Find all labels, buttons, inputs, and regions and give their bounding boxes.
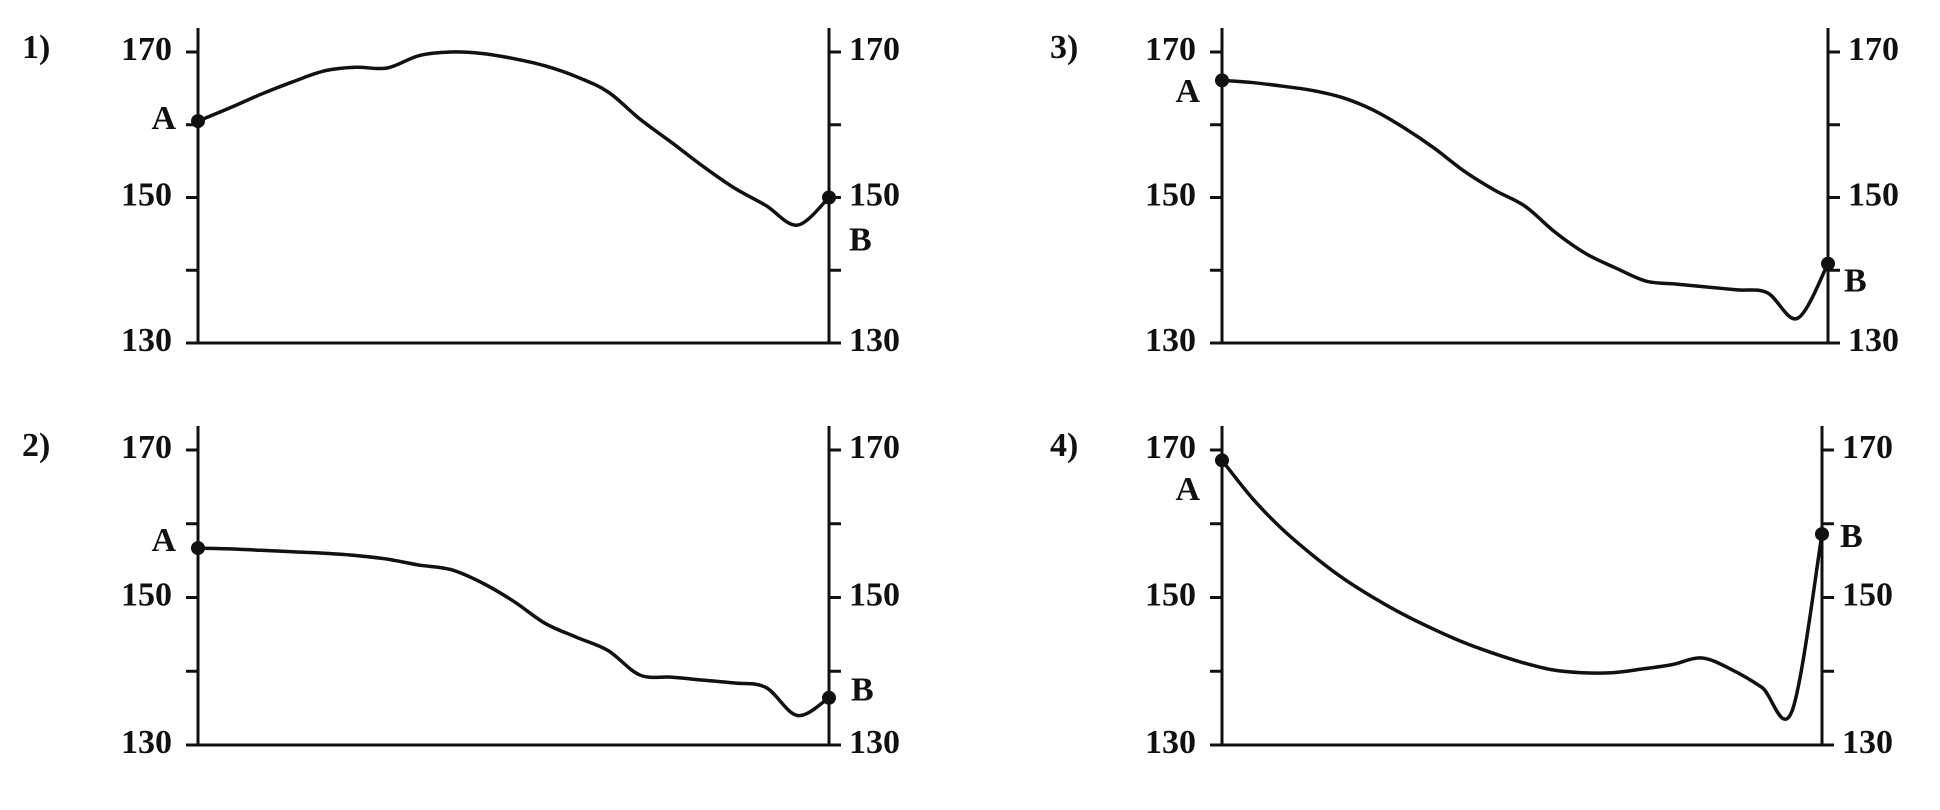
y-tick-label: 130 xyxy=(1145,724,1196,761)
y-tick-label: 170 xyxy=(121,429,172,466)
y-tick-label: 150 xyxy=(121,176,172,213)
y2-tick-label: 130 xyxy=(849,322,900,359)
point-b xyxy=(1815,527,1829,542)
point-b xyxy=(822,690,836,705)
y-tick-label: 150 xyxy=(121,576,172,613)
y-tick-label: 170 xyxy=(121,31,172,68)
y-tick-label: 130 xyxy=(121,322,172,359)
label-a: A xyxy=(1175,471,1200,508)
axis xyxy=(196,426,831,747)
point-b xyxy=(822,190,836,205)
label-b: B xyxy=(1844,262,1867,299)
axis xyxy=(196,28,831,345)
panel-label: 2) xyxy=(22,427,50,464)
profile-line xyxy=(1220,459,1824,721)
point-b xyxy=(1821,256,1835,271)
profile-line xyxy=(197,50,831,227)
axis xyxy=(1220,426,1824,747)
y-tick-label: 170 xyxy=(1145,429,1196,466)
label-a: A xyxy=(1175,73,1200,110)
label-a: A xyxy=(151,100,176,137)
y2-tick-label: 130 xyxy=(1848,322,1899,359)
y2-tick-label: 170 xyxy=(1848,31,1899,68)
label-b: B xyxy=(849,221,872,258)
point-a xyxy=(191,541,205,556)
y2-tick-label: 170 xyxy=(1842,429,1893,466)
y2-tick-label: 130 xyxy=(849,724,900,761)
label-a: A xyxy=(151,522,176,559)
panel-label: 3) xyxy=(1050,29,1078,66)
point-a xyxy=(1215,453,1229,468)
point-a xyxy=(1215,73,1229,88)
profile-line xyxy=(197,546,830,718)
label-b: B xyxy=(1840,518,1863,555)
y-tick-label: 130 xyxy=(121,724,172,761)
y-tick-label: 150 xyxy=(1145,176,1196,213)
y2-tick-label: 130 xyxy=(1842,724,1893,761)
y-tick-label: 130 xyxy=(1145,322,1196,359)
y2-tick-label: 150 xyxy=(849,576,900,613)
label-b: B xyxy=(851,672,874,709)
profile-line xyxy=(1221,78,1830,321)
point-a xyxy=(191,114,205,129)
panel-label: 4) xyxy=(1050,427,1078,464)
y2-tick-label: 150 xyxy=(849,176,900,213)
y2-tick-label: 170 xyxy=(849,31,900,68)
y2-tick-label: 150 xyxy=(1842,576,1893,613)
y2-tick-label: 170 xyxy=(849,429,900,466)
y-tick-label: 150 xyxy=(1145,576,1196,613)
axis xyxy=(1220,28,1830,345)
y-tick-label: 170 xyxy=(1145,31,1196,68)
panel-label: 1) xyxy=(22,29,50,66)
y2-tick-label: 150 xyxy=(1848,176,1899,213)
